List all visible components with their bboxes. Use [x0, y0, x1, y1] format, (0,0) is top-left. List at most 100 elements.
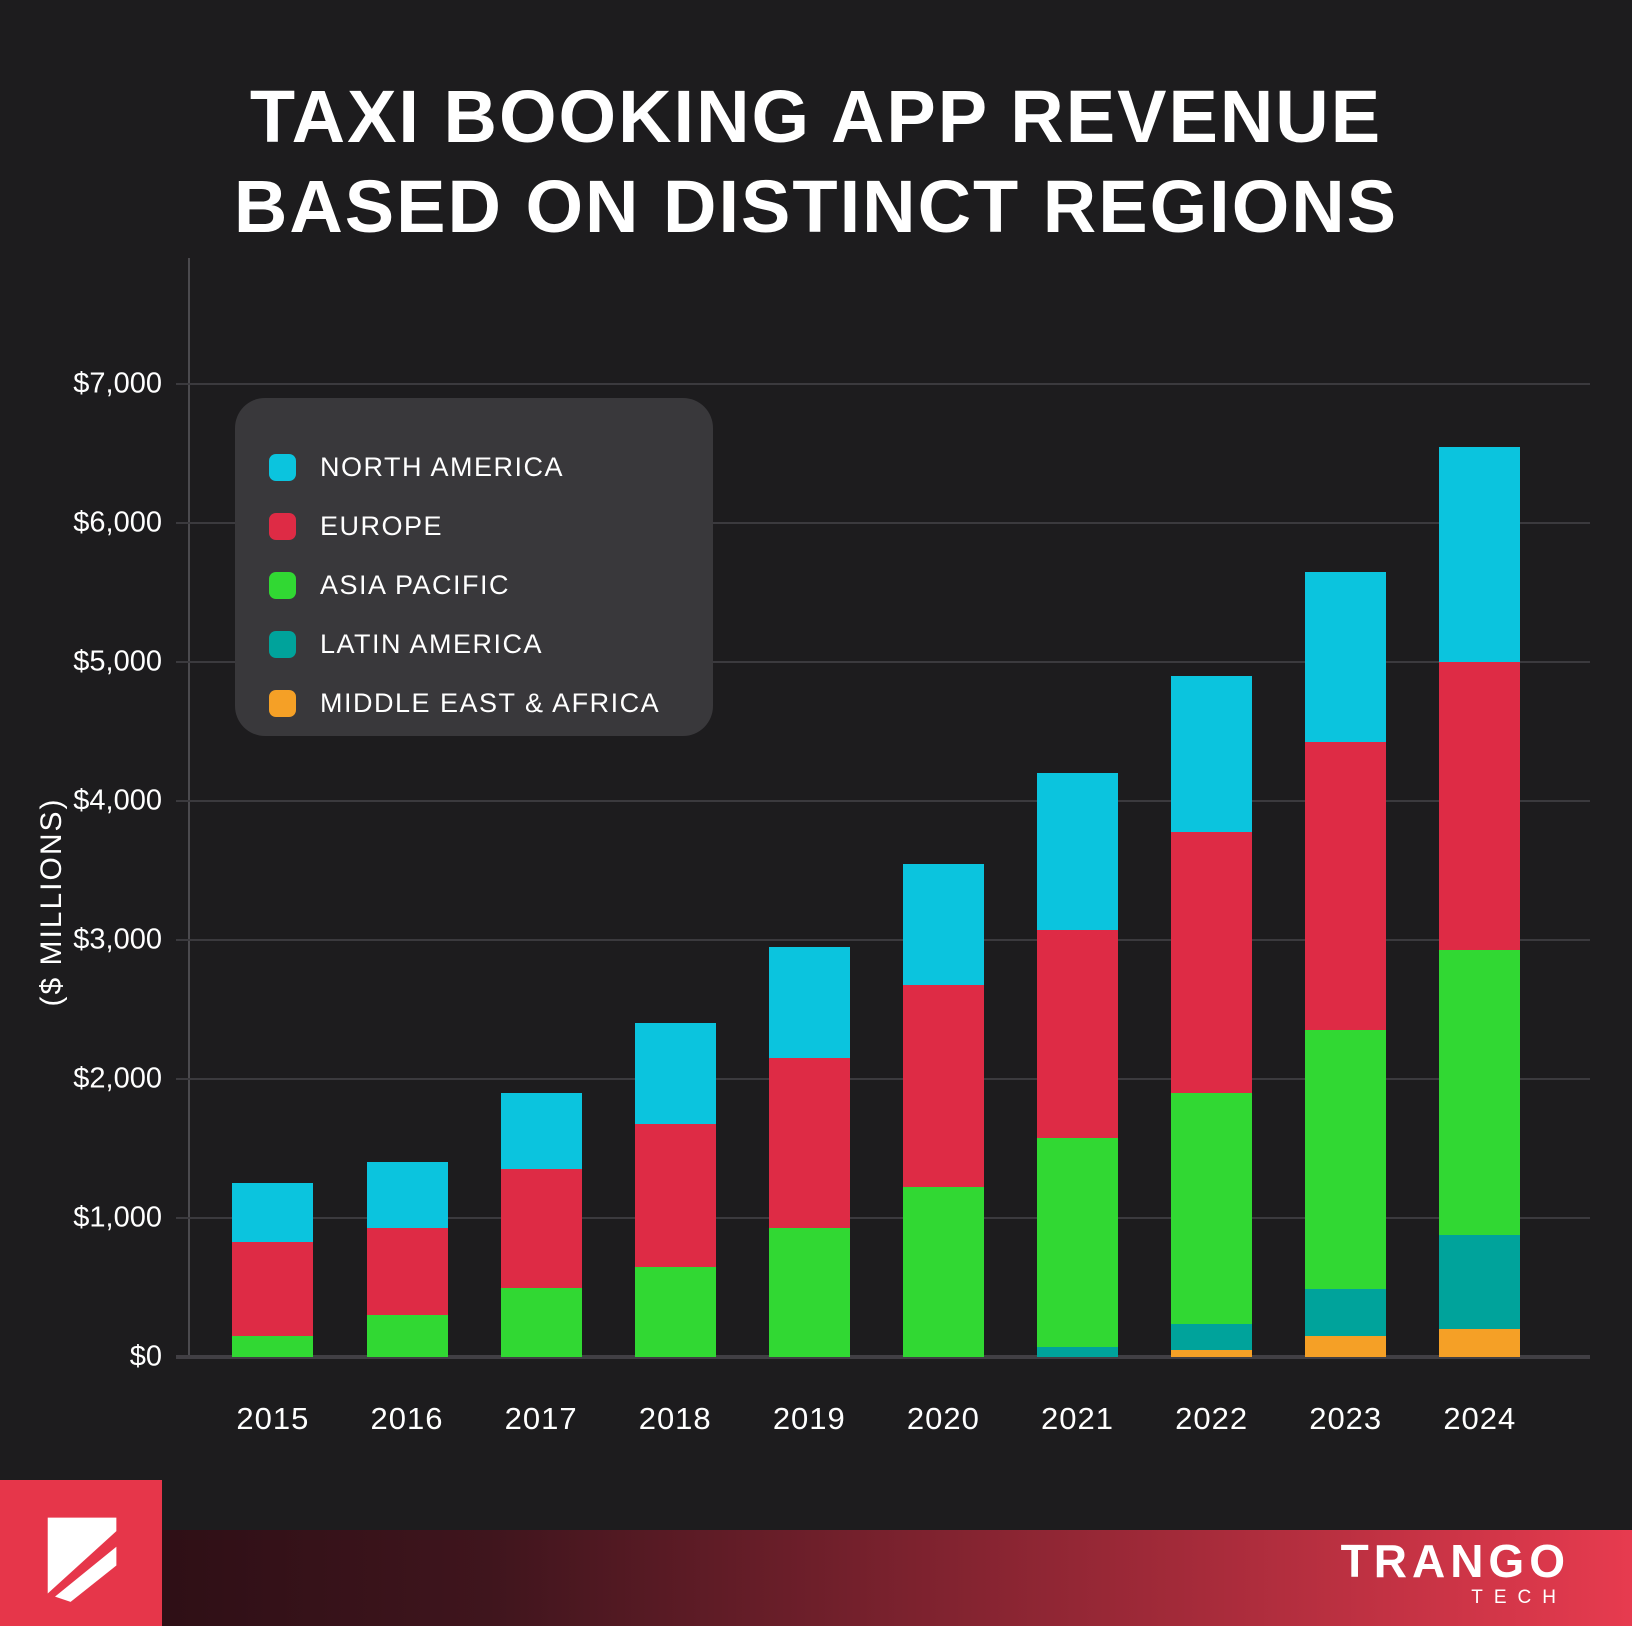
legend-label: ASIA PACIFIC — [320, 570, 511, 600]
bar-segment-europe — [1171, 832, 1253, 1093]
y-tick-label: $5,000 — [73, 645, 162, 678]
legend-item: NORTH AMERICA — [269, 438, 713, 497]
y-tick-label: $2,000 — [73, 1062, 162, 1095]
y-axis-line — [188, 258, 190, 1357]
y-tick-label: $3,000 — [73, 923, 162, 956]
bar-2018 — [634, 1023, 716, 1357]
x-tick-label: 2024 — [1443, 1401, 1517, 1436]
bar-segment-north-america — [902, 863, 984, 986]
x-tick-label: 2021 — [1041, 1401, 1114, 1436]
x-tick-label: 2023 — [1309, 1401, 1383, 1436]
gridline — [176, 661, 1590, 663]
x-tick-label: 2018 — [638, 1401, 712, 1436]
bar-segment-europe — [500, 1169, 582, 1288]
bar-segment-asia-pacific — [500, 1287, 582, 1357]
bar-2022 — [1171, 675, 1253, 1357]
bar-segment-middle-east-africa — [1171, 1350, 1253, 1357]
bar-segment-north-america — [1439, 446, 1521, 663]
bar-2017 — [500, 1092, 582, 1357]
legend-swatch — [269, 454, 296, 481]
gridline — [176, 522, 1590, 524]
bar-segment-latin-america — [1037, 1346, 1118, 1357]
bar-segment-north-america — [634, 1023, 716, 1125]
bar-segment-middle-east-africa — [1439, 1329, 1521, 1357]
bar-2015 — [232, 1183, 314, 1357]
arrow-up-right-icon — [47, 1517, 117, 1602]
brand-subtitle: TECH — [1471, 1587, 1567, 1608]
bar-segment-asia-pacific — [634, 1266, 716, 1357]
brand-name: TRANGO — [1340, 1535, 1570, 1587]
chart-title: TAXI BOOKING APP REVENUE BASED ON DISTINC… — [0, 72, 1632, 252]
legend-item: LATIN AMERICA — [269, 615, 713, 674]
bar-segment-europe — [1439, 662, 1521, 951]
gridline — [176, 800, 1590, 802]
bar-segment-north-america — [768, 946, 850, 1059]
gridline — [176, 383, 1590, 385]
bar-segment-latin-america — [1305, 1288, 1387, 1337]
x-tick-label: 2022 — [1175, 1401, 1249, 1436]
bar-segment-north-america — [500, 1092, 582, 1170]
bar-2021 — [1037, 773, 1118, 1357]
x-axis-line — [176, 1355, 1590, 1359]
x-tick-label: 2017 — [504, 1401, 578, 1436]
x-tick-label: 2020 — [906, 1401, 980, 1436]
bar-segment-latin-america — [1171, 1324, 1253, 1351]
legend-label: NORTH AMERICA — [320, 452, 565, 482]
legend: NORTH AMERICA EUROPE ASIA PACIFIC LATIN AME… — [235, 398, 713, 736]
legend-item: ASIA PACIFIC — [269, 556, 713, 615]
y-tick-label: $6,000 — [73, 506, 162, 539]
bar-segment-north-america — [232, 1183, 314, 1243]
bar-segment-europe — [768, 1058, 850, 1229]
legend-swatch — [269, 513, 296, 540]
bar-segment-middle-east-africa — [1305, 1336, 1387, 1357]
legend-label: MIDDLE EAST & AFRICA — [320, 688, 661, 718]
bar-2023 — [1305, 571, 1387, 1357]
bar-segment-europe — [1037, 929, 1118, 1139]
chart-title-line1: TAXI BOOKING APP REVENUE — [249, 75, 1383, 158]
bar-2024 — [1439, 446, 1521, 1357]
legend-item: MIDDLE EAST & AFRICA — [269, 674, 713, 733]
bar-segment-north-america — [1171, 675, 1253, 833]
gridline — [176, 939, 1590, 941]
bar-2016 — [366, 1162, 448, 1357]
bar-segment-latin-america — [1439, 1235, 1521, 1330]
bar-segment-europe — [232, 1242, 314, 1337]
bar-2019 — [768, 946, 850, 1357]
bar-segment-europe — [634, 1124, 716, 1267]
legend-item: EUROPE — [269, 497, 713, 556]
y-tick-label: $7,000 — [73, 367, 162, 400]
bar-segment-asia-pacific — [232, 1336, 314, 1357]
legend-swatch — [269, 690, 296, 717]
legend-label: LATIN AMERICA — [320, 629, 544, 659]
bar-2020 — [902, 863, 984, 1357]
plot-area: $0 $1,000 $2,000 $3,000 $4,000 $5,000 $6,000 $7… — [73, 258, 1590, 1436]
bar-segment-europe — [1305, 741, 1387, 1031]
legend-swatch — [269, 572, 296, 599]
y-tick-label: $4,000 — [73, 784, 162, 817]
y-tick-label: $1,000 — [73, 1201, 162, 1234]
bar-segment-asia-pacific — [768, 1228, 850, 1357]
legend-swatch — [269, 631, 296, 658]
bar-segment-europe — [366, 1228, 448, 1316]
legend-label: EUROPE — [320, 511, 444, 541]
bar-segment-asia-pacific — [1171, 1092, 1253, 1325]
bar-segment-europe — [902, 985, 984, 1187]
chart-title-line2: BASED ON DISTINCT REGIONS — [233, 165, 1399, 248]
x-tick-label: 2019 — [772, 1401, 846, 1436]
bar-segment-asia-pacific — [1305, 1030, 1387, 1289]
y-tick-label: $0 — [129, 1340, 162, 1373]
brand-wordmark: TRANGO TECH — [1341, 1538, 1570, 1610]
brand-logo — [0, 1480, 162, 1626]
bar-segment-north-america — [1037, 773, 1118, 930]
bar-segment-asia-pacific — [902, 1186, 984, 1357]
x-tick-label: 2016 — [370, 1401, 444, 1436]
y-axis-label: ($ MILLIONS) — [35, 797, 68, 1007]
bar-segment-north-america — [1305, 571, 1387, 742]
bar-segment-north-america — [366, 1162, 448, 1229]
x-tick-label: 2015 — [236, 1401, 310, 1436]
bar-segment-asia-pacific — [366, 1315, 448, 1357]
bar-segment-asia-pacific — [1037, 1138, 1118, 1347]
gridline — [176, 1217, 1590, 1219]
gridline — [176, 1078, 1590, 1080]
